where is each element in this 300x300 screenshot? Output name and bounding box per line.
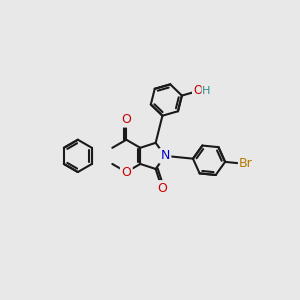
Text: H: H <box>202 86 211 96</box>
Text: O: O <box>157 182 167 195</box>
Text: O: O <box>122 166 131 178</box>
Text: O: O <box>194 85 202 98</box>
Text: Br: Br <box>239 157 253 169</box>
Text: N: N <box>160 149 170 162</box>
Text: O: O <box>122 113 131 126</box>
